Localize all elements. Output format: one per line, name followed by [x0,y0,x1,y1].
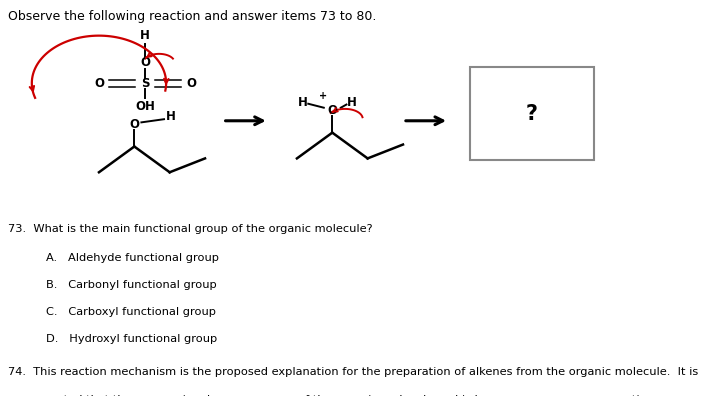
Text: 74.  This reaction mechanism is the proposed explanation for the preparation of : 74. This reaction mechanism is the propo… [8,367,699,377]
Text: ?: ? [526,104,538,124]
Text: OH: OH [135,100,155,112]
Text: H: H [166,110,176,123]
Text: S: S [141,77,149,89]
Text: H: H [298,96,308,109]
Text: B.   Carbonyl functional group: B. Carbonyl functional group [46,280,217,290]
Text: expected that the process involves __________  of the organic molecule and is kn: expected that the process involves _____… [8,394,658,396]
Text: O: O [140,56,150,69]
Text: D.   Hydroxyl functional group: D. Hydroxyl functional group [46,334,217,344]
Text: A.   Aldehyde functional group: A. Aldehyde functional group [46,253,219,263]
FancyBboxPatch shape [470,67,594,160]
Text: +: + [319,91,327,101]
Text: O: O [186,77,196,89]
Text: O: O [94,77,104,89]
Text: H: H [140,29,150,42]
Text: O: O [327,105,337,117]
Text: Observe the following reaction and answer items 73 to 80.: Observe the following reaction and answe… [8,10,377,23]
Text: C.   Carboxyl functional group: C. Carboxyl functional group [46,307,216,317]
Text: 73.  What is the main functional group of the organic molecule?: 73. What is the main functional group of… [8,224,373,234]
Text: O: O [129,118,139,131]
Text: H: H [347,96,357,109]
